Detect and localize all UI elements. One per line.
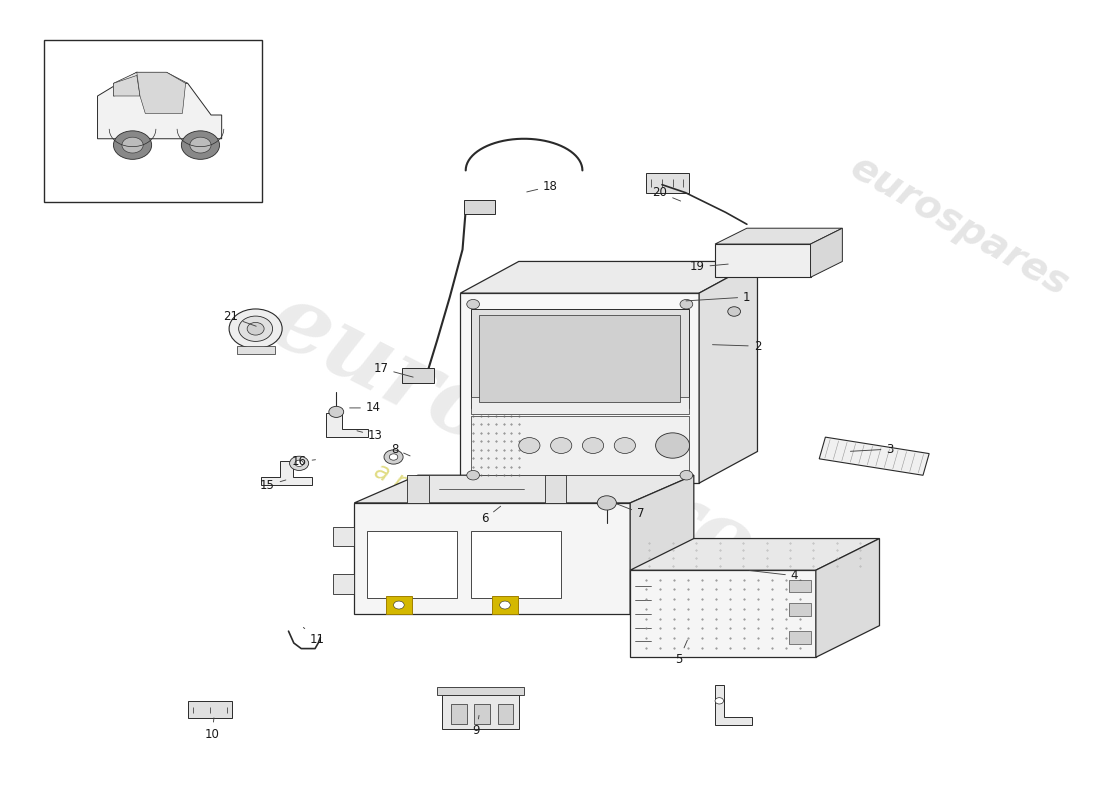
Polygon shape <box>136 72 186 114</box>
Polygon shape <box>715 244 811 278</box>
Circle shape <box>680 299 693 309</box>
Circle shape <box>113 131 152 159</box>
Circle shape <box>182 131 220 159</box>
Bar <box>471 309 689 408</box>
Text: 16: 16 <box>292 455 316 468</box>
Bar <box>402 368 433 382</box>
Circle shape <box>614 438 636 454</box>
Circle shape <box>466 299 480 309</box>
Circle shape <box>190 137 211 153</box>
Text: 21: 21 <box>222 310 256 326</box>
Circle shape <box>394 601 404 609</box>
Polygon shape <box>816 538 880 658</box>
Text: 17: 17 <box>373 362 414 377</box>
Circle shape <box>715 698 724 704</box>
Bar <box>480 315 680 402</box>
Circle shape <box>551 438 572 454</box>
Text: a passion for parts since 1985: a passion for parts since 1985 <box>371 458 700 642</box>
Polygon shape <box>630 570 816 658</box>
Text: 4: 4 <box>749 570 799 582</box>
Bar <box>471 530 561 598</box>
Text: eurospares: eurospares <box>253 274 816 621</box>
Polygon shape <box>442 695 519 729</box>
Text: 18: 18 <box>527 180 558 193</box>
Bar <box>474 704 491 724</box>
Bar <box>790 580 811 592</box>
Circle shape <box>389 454 398 460</box>
Text: 5: 5 <box>675 640 688 666</box>
Text: 1: 1 <box>686 290 750 303</box>
Circle shape <box>519 438 540 454</box>
Bar <box>471 397 689 414</box>
Text: 11: 11 <box>304 627 324 646</box>
Circle shape <box>728 306 740 316</box>
Circle shape <box>329 406 343 418</box>
Polygon shape <box>98 72 222 138</box>
Text: 14: 14 <box>350 402 381 414</box>
Circle shape <box>499 601 510 609</box>
Bar <box>451 704 466 724</box>
Polygon shape <box>461 293 700 483</box>
Bar <box>236 346 275 354</box>
Text: 3: 3 <box>850 442 894 455</box>
Circle shape <box>239 316 273 342</box>
Circle shape <box>597 496 616 510</box>
Circle shape <box>466 470 480 480</box>
Polygon shape <box>333 574 354 594</box>
Polygon shape <box>700 262 758 483</box>
Bar <box>471 416 689 475</box>
Polygon shape <box>630 475 694 614</box>
Text: 7: 7 <box>617 504 645 520</box>
Text: 2: 2 <box>713 340 761 353</box>
Polygon shape <box>461 262 758 293</box>
Text: 8: 8 <box>390 442 410 456</box>
Text: 19: 19 <box>690 261 728 274</box>
Polygon shape <box>546 475 566 503</box>
Circle shape <box>582 438 604 454</box>
Polygon shape <box>811 228 843 278</box>
Text: 6: 6 <box>481 506 500 526</box>
Circle shape <box>122 137 143 153</box>
Text: 13: 13 <box>358 429 383 442</box>
Text: 15: 15 <box>260 479 286 492</box>
Bar <box>463 200 495 214</box>
Circle shape <box>289 456 309 470</box>
Text: 10: 10 <box>205 718 220 741</box>
Bar <box>367 530 458 598</box>
Polygon shape <box>492 596 518 614</box>
Polygon shape <box>386 596 411 614</box>
Polygon shape <box>715 228 843 244</box>
Text: 20: 20 <box>652 186 681 201</box>
Polygon shape <box>333 526 354 546</box>
Bar <box>44 40 262 202</box>
Circle shape <box>229 309 282 349</box>
Polygon shape <box>326 414 368 438</box>
Bar <box>790 631 811 644</box>
Polygon shape <box>261 461 312 485</box>
Polygon shape <box>437 687 524 695</box>
Text: eurospares: eurospares <box>844 148 1075 304</box>
Polygon shape <box>630 538 880 570</box>
Polygon shape <box>188 701 232 718</box>
Polygon shape <box>646 173 689 193</box>
Polygon shape <box>407 475 429 503</box>
Bar <box>790 603 811 616</box>
Circle shape <box>248 322 264 335</box>
Bar <box>497 704 514 724</box>
Circle shape <box>384 450 403 464</box>
Polygon shape <box>113 72 188 96</box>
Circle shape <box>680 470 693 480</box>
Polygon shape <box>113 75 140 96</box>
Polygon shape <box>820 437 930 475</box>
Circle shape <box>656 433 690 458</box>
Polygon shape <box>354 475 694 503</box>
Text: 9: 9 <box>473 715 480 738</box>
Polygon shape <box>354 503 630 614</box>
Circle shape <box>295 460 304 466</box>
Polygon shape <box>715 685 752 725</box>
